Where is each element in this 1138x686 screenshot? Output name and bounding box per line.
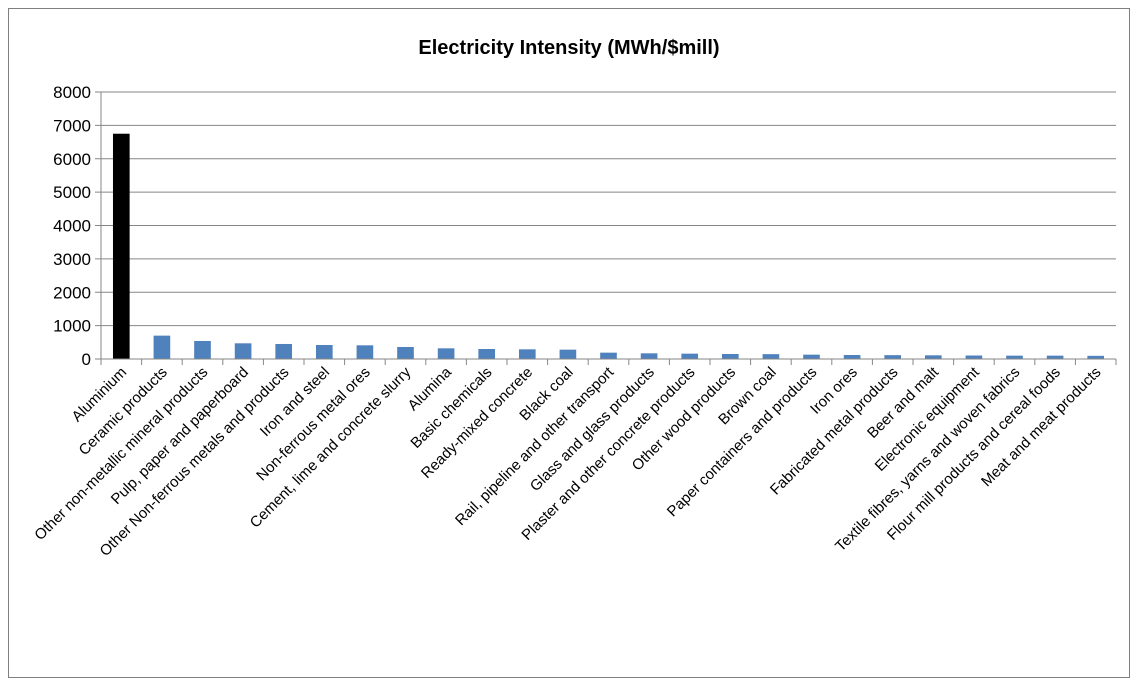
- bar: [762, 354, 780, 359]
- y-tick-label: 5000: [53, 183, 91, 202]
- chart-title: Electricity Intensity (MWh/$mill): [418, 37, 719, 59]
- bar: [1087, 355, 1105, 359]
- y-tick-label: 3000: [53, 250, 91, 269]
- y-tick-label: 7000: [53, 116, 91, 135]
- bar: [600, 352, 617, 359]
- y-tick-label: 0: [82, 350, 91, 369]
- chart-frame: Electricity Intensity (MWh/$mill) 0 1000 2…: [8, 8, 1130, 678]
- bar: [112, 133, 130, 359]
- bar: [315, 344, 333, 359]
- bars: [112, 133, 1105, 359]
- bar: [356, 345, 374, 359]
- electricity-intensity-chart: Electricity Intensity (MWh/$mill) 0 1000 2…: [31, 37, 1117, 560]
- y-axis: 0 1000 2000 3000 4000 5000 6000 7000 8000: [53, 83, 102, 369]
- bar: [1046, 355, 1064, 359]
- bar: [843, 354, 861, 359]
- bar: [721, 353, 739, 359]
- x-tick-label: Other non-metallic mineral products: [31, 364, 211, 544]
- x-tick-label: Paper containers and products: [664, 364, 820, 520]
- bar: [234, 343, 252, 359]
- bar: [518, 349, 536, 359]
- bar: [803, 354, 820, 359]
- bar: [153, 335, 171, 359]
- bar: [681, 353, 699, 359]
- bar: [1006, 355, 1023, 359]
- bar: [478, 348, 496, 359]
- bar: [275, 343, 293, 359]
- y-tick-label: 8000: [53, 83, 91, 102]
- bar: [884, 355, 902, 359]
- bar: [559, 349, 577, 359]
- y-tick-label: 6000: [53, 150, 91, 169]
- bar: [924, 355, 942, 359]
- gridlines: [101, 91, 1116, 327]
- bar: [437, 348, 455, 359]
- bar: [640, 353, 658, 359]
- bar: [194, 340, 211, 359]
- y-tick-label: 2000: [53, 283, 91, 302]
- y-tick-label: 1000: [53, 317, 91, 336]
- bar: [397, 346, 414, 359]
- y-tick-label: 4000: [53, 217, 91, 236]
- bar: [965, 355, 983, 359]
